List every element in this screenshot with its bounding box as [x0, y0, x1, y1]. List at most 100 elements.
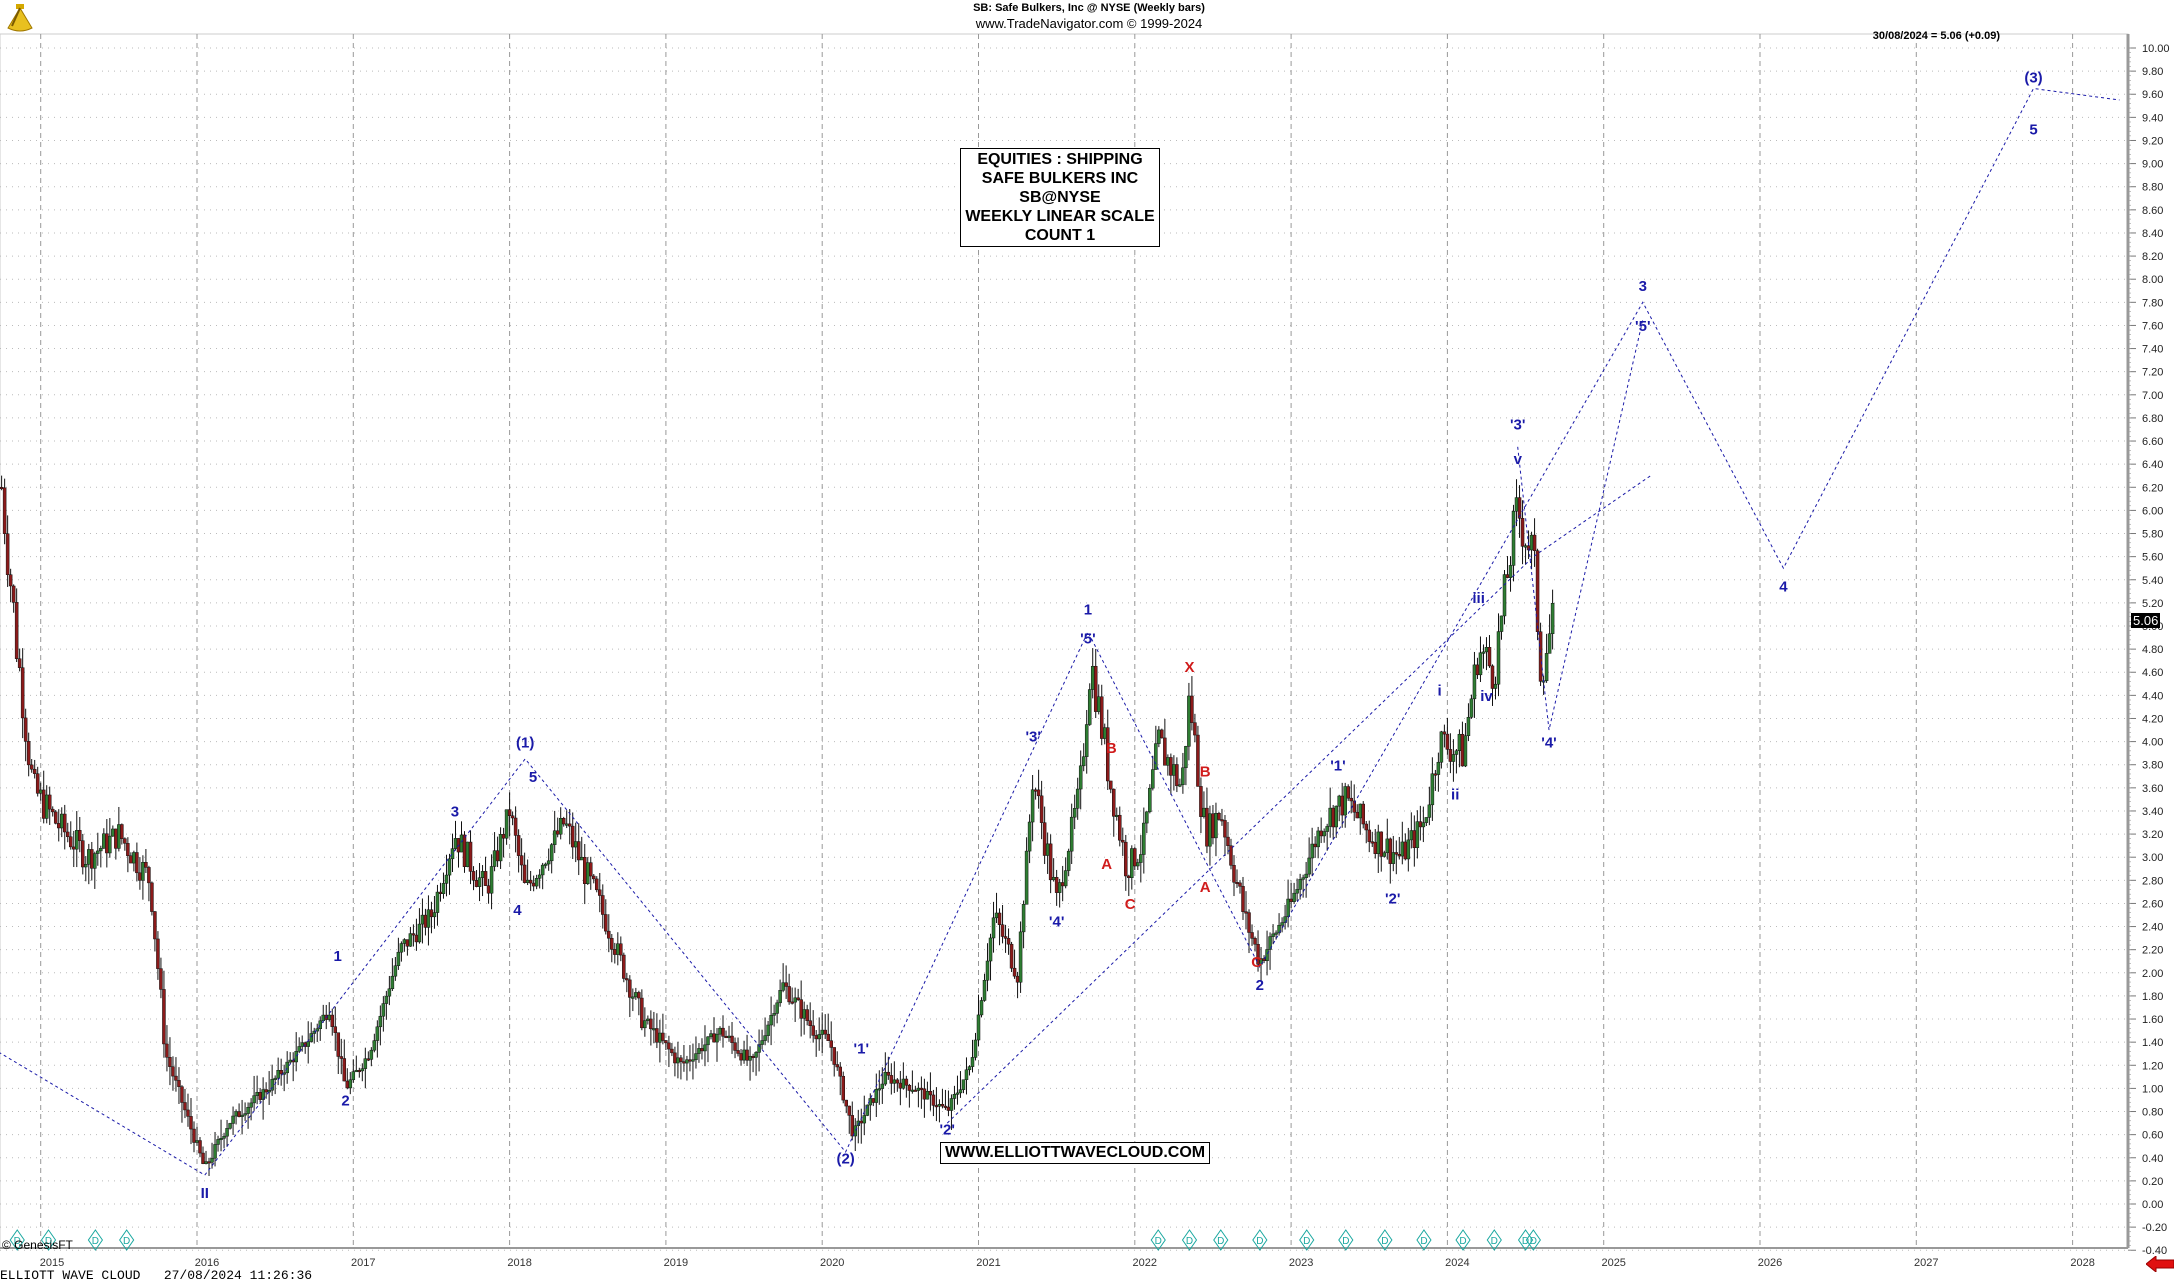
event-marker-icon: [1525, 1229, 1541, 1251]
svg-text:1.00: 1.00: [2142, 1083, 2163, 1095]
svg-text:3.00: 3.00: [2142, 852, 2163, 864]
scroll-right-arrow-icon[interactable]: [2145, 1254, 2175, 1277]
wave-label: iii: [1472, 590, 1485, 607]
svg-text:2023: 2023: [1289, 1257, 1313, 1269]
event-marker-icon: [1150, 1229, 1166, 1251]
wave-label: '1': [854, 1041, 869, 1058]
svg-text:-0.40: -0.40: [2142, 1245, 2167, 1257]
svg-text:9.80: 9.80: [2142, 66, 2163, 78]
svg-text:0.60: 0.60: [2142, 1130, 2163, 1142]
svg-text:D: D: [1522, 1236, 1529, 1247]
svg-text:7.80: 7.80: [2142, 297, 2163, 309]
wave-label: 3: [1639, 278, 1647, 295]
wave-label: '2': [1385, 890, 1400, 907]
svg-text:7.20: 7.20: [2142, 367, 2163, 379]
svg-text:2024: 2024: [1445, 1257, 1469, 1269]
svg-text:6.00: 6.00: [2142, 505, 2163, 517]
svg-text:D: D: [123, 1236, 130, 1247]
svg-text:2020: 2020: [820, 1257, 844, 1269]
svg-text:7.60: 7.60: [2142, 320, 2163, 332]
svg-text:8.60: 8.60: [2142, 205, 2163, 217]
svg-text:5.80: 5.80: [2142, 529, 2163, 541]
svg-text:2017: 2017: [351, 1257, 375, 1269]
svg-text:D: D: [92, 1236, 99, 1247]
wave-label: '4': [1049, 914, 1064, 931]
wave-label: B: [1106, 740, 1117, 757]
svg-text:5.40: 5.40: [2142, 575, 2163, 587]
watermark-url: WWW.ELLIOTTWAVECLOUD.COM: [940, 1142, 1211, 1164]
svg-text:8.80: 8.80: [2142, 182, 2163, 194]
chart-subtitle: www.TradeNavigator.com © 1999-2024: [975, 16, 1203, 31]
svg-text:D: D: [1459, 1236, 1466, 1247]
event-marker-icon: [1181, 1229, 1198, 1251]
svg-text:4.40: 4.40: [2142, 690, 2163, 702]
svg-text:2.00: 2.00: [2142, 968, 2163, 980]
svg-text:1.80: 1.80: [2142, 991, 2163, 1003]
svg-text:-0.20: -0.20: [2142, 1222, 2167, 1234]
svg-text:2015: 2015: [40, 1257, 64, 1269]
svg-text:2028: 2028: [2070, 1257, 2094, 1269]
event-marker-icon: [1299, 1229, 1315, 1251]
svg-text:D: D: [14, 1236, 21, 1247]
svg-text:7.40: 7.40: [2142, 344, 2163, 356]
event-marker-icon: [1416, 1229, 1432, 1251]
wave-label: 1: [333, 948, 341, 965]
svg-text:D: D: [1381, 1236, 1388, 1247]
info-line-sector: EQUITIES : SHIPPING: [977, 151, 1143, 168]
svg-text:1.40: 1.40: [2142, 1037, 2163, 1049]
wave-label: C: [1125, 896, 1136, 913]
svg-text:D: D: [1420, 1236, 1427, 1247]
wave-label: '2': [939, 1122, 954, 1139]
svg-text:1.20: 1.20: [2142, 1060, 2163, 1072]
wave-label: '3': [1510, 416, 1525, 433]
svg-text:2026: 2026: [1758, 1257, 1782, 1269]
svg-text:2.60: 2.60: [2142, 898, 2163, 910]
wave-label: B: [1200, 763, 1211, 780]
wave-label: '4': [1541, 734, 1556, 751]
svg-text:D: D: [45, 1236, 52, 1247]
event-marker-icon: [1252, 1229, 1268, 1251]
svg-text:10.00: 10.00: [2142, 43, 2170, 55]
svg-text:2025: 2025: [1601, 1257, 1625, 1269]
svg-text:D: D: [1530, 1236, 1537, 1247]
wave-label: X: [1184, 659, 1194, 676]
svg-text:0.00: 0.00: [2142, 1199, 2163, 1211]
last-value-label: 30/08/2024 = 5.06 (+0.09): [1872, 30, 2000, 42]
wave-label: '3': [1025, 729, 1040, 746]
svg-text:8.00: 8.00: [2142, 274, 2163, 286]
chart-title: SB: Safe Bulkers, Inc @ NYSE (Weekly bar…: [973, 2, 1205, 14]
svg-text:0.80: 0.80: [2142, 1107, 2163, 1119]
wave-label: 3: [451, 804, 459, 821]
wave-label: A: [1200, 879, 1211, 896]
event-marker-icon: [119, 1229, 135, 1251]
event-marker-icon: [9, 1229, 25, 1251]
svg-text:2027: 2027: [1914, 1257, 1938, 1269]
wave-label: C: [1251, 954, 1262, 971]
wave-label: 2: [341, 1093, 349, 1110]
svg-text:2016: 2016: [195, 1257, 219, 1269]
svg-text:D: D: [1303, 1236, 1310, 1247]
svg-text:D: D: [1186, 1236, 1193, 1247]
info-box: EQUITIES : SHIPPING SAFE BULKERS INC SB@…: [960, 148, 1160, 247]
svg-text:8.20: 8.20: [2142, 251, 2163, 263]
info-line-company: SAFE BULKERS INC: [981, 170, 1139, 187]
copyright-label: © GenesisFT: [2, 1238, 73, 1252]
event-marker-icon: [1377, 1229, 1393, 1251]
svg-text:3.80: 3.80: [2142, 760, 2163, 772]
svg-text:6.60: 6.60: [2142, 436, 2163, 448]
event-marker-icon: [1338, 1229, 1354, 1251]
svg-text:5.20: 5.20: [2142, 598, 2163, 610]
wave-label: (2): [836, 1151, 854, 1168]
svg-text:2018: 2018: [507, 1257, 531, 1269]
wave-label: 5: [2029, 122, 2037, 139]
svg-text:2.20: 2.20: [2142, 945, 2163, 957]
svg-text:0.40: 0.40: [2142, 1153, 2163, 1165]
svg-text:3.20: 3.20: [2142, 829, 2163, 841]
svg-text:1.60: 1.60: [2142, 1014, 2163, 1026]
wave-label: 4: [513, 902, 522, 919]
svg-text:4.60: 4.60: [2142, 667, 2163, 679]
svg-text:2019: 2019: [664, 1257, 688, 1269]
wave-label: 2: [1256, 977, 1264, 994]
info-line-symbol: SB@NYSE: [1019, 189, 1101, 206]
event-marker-icon: [1517, 1229, 1534, 1251]
